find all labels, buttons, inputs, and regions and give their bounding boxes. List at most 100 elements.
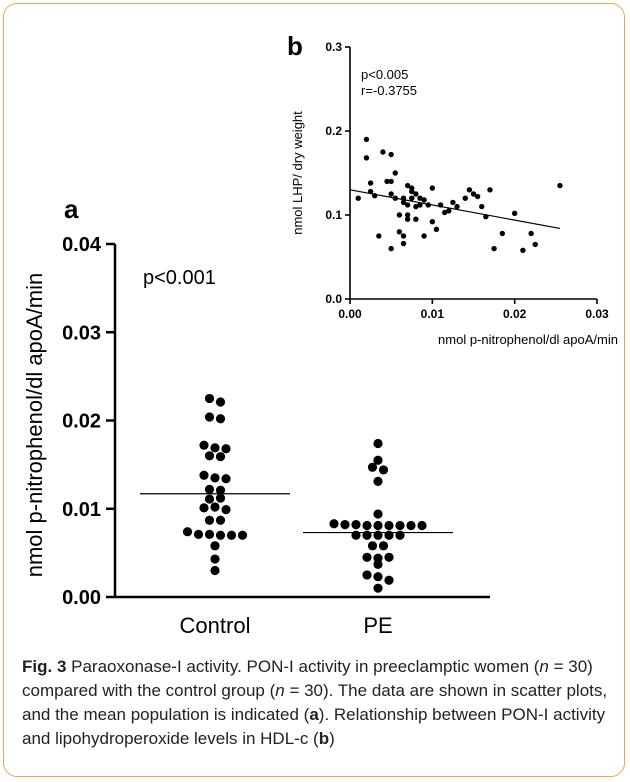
panel-b-point [474, 193, 481, 200]
caption-text-2: = 30) compared with the control group ( [22, 657, 593, 700]
panel-b-point [532, 241, 538, 248]
figure-frame [3, 3, 625, 777]
panel-a-x-category-label: Control [180, 613, 251, 638]
panel-a-point [210, 541, 220, 551]
panel-b-point [388, 178, 394, 185]
panel-b-point [470, 191, 477, 197]
panel-b-point [466, 187, 473, 193]
panel-a-point [373, 583, 383, 593]
panel-a-point [204, 494, 215, 504]
panel-b-point [400, 199, 407, 206]
panel-b-point [441, 209, 448, 216]
panel-b-point [413, 191, 419, 197]
panel-b-point [520, 247, 526, 253]
panel-a-point [237, 530, 248, 540]
panel-a-point [406, 520, 416, 531]
panel-b-point [388, 191, 394, 197]
panel-b-point [396, 229, 403, 235]
panel-a-point [215, 530, 226, 540]
caption-ref-b: b [318, 729, 330, 748]
panel-b-y-tick-label: 0.0 [325, 292, 342, 306]
panel-a-mean-lines [140, 493, 453, 534]
panel-a-y-tick-label: 0.03 [62, 322, 101, 344]
panel-a-point [351, 520, 361, 530]
panel-a-point [373, 520, 383, 531]
panel-b-point [363, 136, 370, 143]
panel-b-point [396, 212, 403, 218]
caption-fig-label: Fig. 3 [22, 657, 67, 676]
panel-a-point [362, 552, 372, 562]
panel-b-point [479, 203, 485, 210]
panel-b-point [384, 178, 390, 185]
panel-a-point [340, 520, 350, 530]
panel-a-point [204, 412, 215, 422]
panel-a-point [362, 520, 372, 531]
panel-b-point [404, 182, 411, 189]
panel-b-point [487, 187, 493, 193]
panel-b-x-tick-label: 0.01 [421, 307, 445, 321]
panel-a-point [373, 455, 383, 465]
panel-b-point [404, 216, 411, 222]
panel-b-point [388, 151, 394, 158]
panel-b-point [392, 170, 398, 176]
panel-a-y-ticks: 0.00 0.01 0.02 0.03 0.04 [62, 234, 115, 609]
panel-a-y-tick-label: 0.00 [62, 587, 101, 609]
caption-text-4: ). Relationship between PON-I activity a… [22, 705, 606, 748]
panel-a-point [417, 520, 427, 531]
panel-a-point [210, 554, 220, 564]
panel-a-points [182, 393, 427, 593]
panel-b-point [413, 203, 419, 210]
panel-b-r-value: r=-0.3755 [361, 83, 417, 98]
panel-b-point [404, 212, 411, 218]
panel-b-regression [349, 189, 561, 230]
panel-a-point [221, 444, 231, 454]
panel-a-point [395, 520, 405, 531]
caption-ref-a: a [309, 705, 319, 724]
panel-b-point [421, 197, 427, 203]
panel-a-point [384, 552, 394, 562]
panel-b-y-axis-label: nmol LHP/ dry weight [290, 111, 305, 235]
panel-a-point [226, 530, 237, 540]
panel-b-x-tick-label: 0.02 [503, 307, 527, 321]
caption-n-1: n [539, 657, 549, 676]
panel-a-point [199, 503, 209, 513]
panel-a-point [204, 515, 215, 525]
panel-b-point [400, 240, 407, 247]
panel-a-point [378, 465, 389, 475]
panel-a-point [373, 572, 383, 582]
panel-b-point [499, 230, 506, 237]
panel-a-y-axis-label: nmol p-nitrophenol/dl apoA/min [22, 273, 47, 578]
panel-b-point [454, 203, 460, 210]
panel-a-chart: a nmol p-nitrophenol/dl apoA/min p<0.001… [22, 194, 490, 638]
panel-b-axes [349, 47, 597, 300]
panel-b-point [528, 230, 534, 237]
panel-a-point [210, 473, 220, 483]
panel-a-point [210, 502, 220, 512]
panel-a-point [221, 505, 231, 515]
panel-b-y-tick-label: 0.2 [325, 124, 342, 138]
panel-b-point [388, 245, 394, 252]
caption-text-5: ) [329, 729, 335, 748]
panel-b-background [280, 28, 610, 358]
panel-a-y-tick-label: 0.01 [62, 499, 101, 521]
panel-b-point [400, 233, 407, 239]
panel-a-point [215, 493, 226, 503]
panel-a-point [215, 452, 226, 462]
panel-a-label: a [64, 194, 79, 224]
panel-b-point [511, 210, 518, 217]
panel-b-point [409, 195, 415, 201]
panel-b-chart: b nmol LHP/ dry weight nmol p-nitropheno… [280, 28, 618, 358]
panel-a-point [215, 414, 226, 424]
panel-b-y-ticks: 0.0 0.1 0.2 0.3 [325, 40, 350, 306]
panel-a-point [210, 565, 220, 576]
panel-b-point [446, 208, 452, 214]
panel-a-y-tick-label: 0.04 [62, 234, 102, 256]
panel-b-p-value: p<0.005 [361, 67, 408, 82]
panel-b-point [380, 149, 386, 155]
panel-a-point [210, 443, 220, 453]
panel-b-y-tick-label: 0.1 [325, 208, 342, 222]
panel-b-point [429, 219, 436, 225]
panel-b-point [404, 202, 411, 208]
caption-text-1: Paraoxonase-I activity. PON-I activity i… [66, 657, 540, 676]
panel-b-point [421, 233, 427, 239]
